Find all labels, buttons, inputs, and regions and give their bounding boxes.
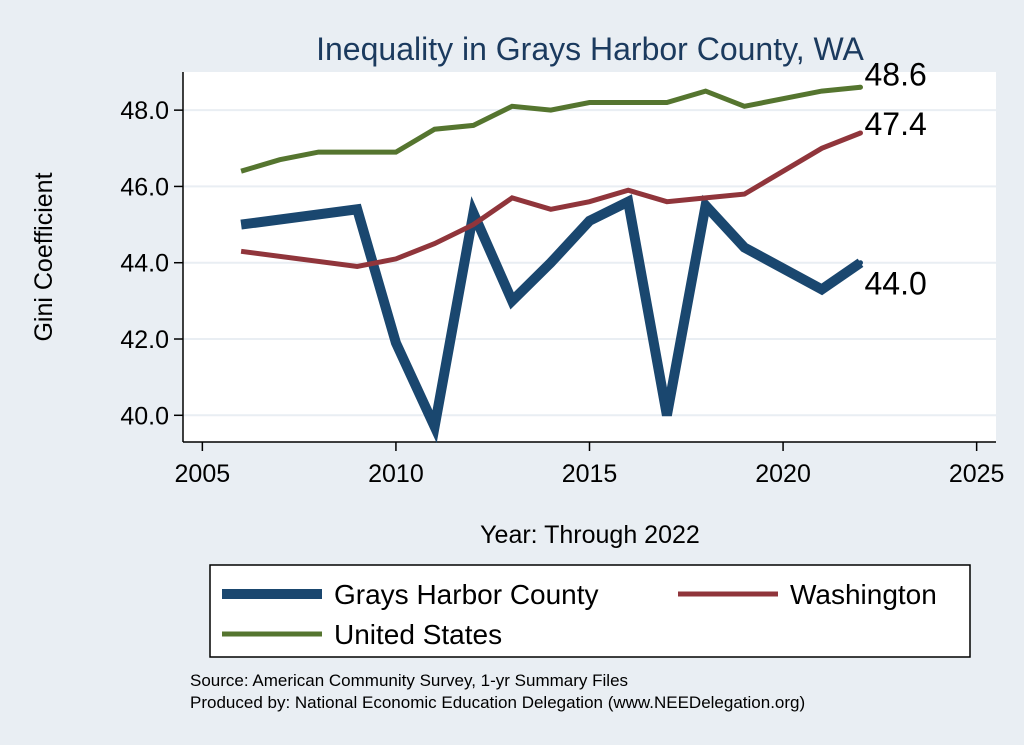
legend-label-grays-harbor-county: Grays Harbor County <box>334 579 599 610</box>
y-tick-label: 40.0 <box>120 402 169 430</box>
y-tick-label: 44.0 <box>120 250 169 278</box>
y-axis-label: Gini Coefficient <box>30 172 58 341</box>
series-line-washington <box>240 130 862 270</box>
x-tick-label: 2005 <box>175 460 231 488</box>
series-line-grays-harbor-county <box>240 194 864 444</box>
series-endpoint-washington <box>858 130 863 136</box>
legend-label-united-states: United States <box>334 619 502 650</box>
legend: Grays Harbor County Washington United Stat… <box>222 579 937 650</box>
y-tick-label: 48.0 <box>120 97 169 125</box>
end-label-washington: 47.4 <box>865 106 927 142</box>
source-note: Source: American Community Survey, 1-yr … <box>190 671 628 690</box>
legend-box <box>209 564 971 658</box>
x-tick-label: 2025 <box>949 460 1005 488</box>
chart-title: Inequality in Grays Harbor County, WA <box>316 31 864 67</box>
end-value-labels: 44.0 47.4 48.6 <box>865 56 927 301</box>
y-tick-label: 42.0 <box>120 326 169 354</box>
x-tick-label: 2015 <box>562 460 618 488</box>
y-tick-label: 46.0 <box>120 173 169 201</box>
series-line-united-states <box>240 84 861 174</box>
x-axis-ticks: 2005 2010 2015 2020 2025 <box>175 442 1005 488</box>
end-label-united-states: 48.6 <box>865 56 927 92</box>
series-endpoint-grays-harbor-county <box>858 260 863 266</box>
series-endpoint-united-states <box>858 84 863 90</box>
y-axis-ticks: 40.0 42.0 44.0 46.0 48.0 <box>120 97 183 430</box>
producer-note: Produced by: National Economic Education… <box>190 693 805 712</box>
legend-label-washington: Washington <box>790 579 937 610</box>
series-lines <box>240 84 864 444</box>
x-tick-label: 2010 <box>368 460 424 488</box>
x-tick-label: 2020 <box>755 460 811 488</box>
end-label-grays-harbor-county: 44.0 <box>865 266 927 302</box>
x-axis-label: Year: Through 2022 <box>480 521 700 549</box>
